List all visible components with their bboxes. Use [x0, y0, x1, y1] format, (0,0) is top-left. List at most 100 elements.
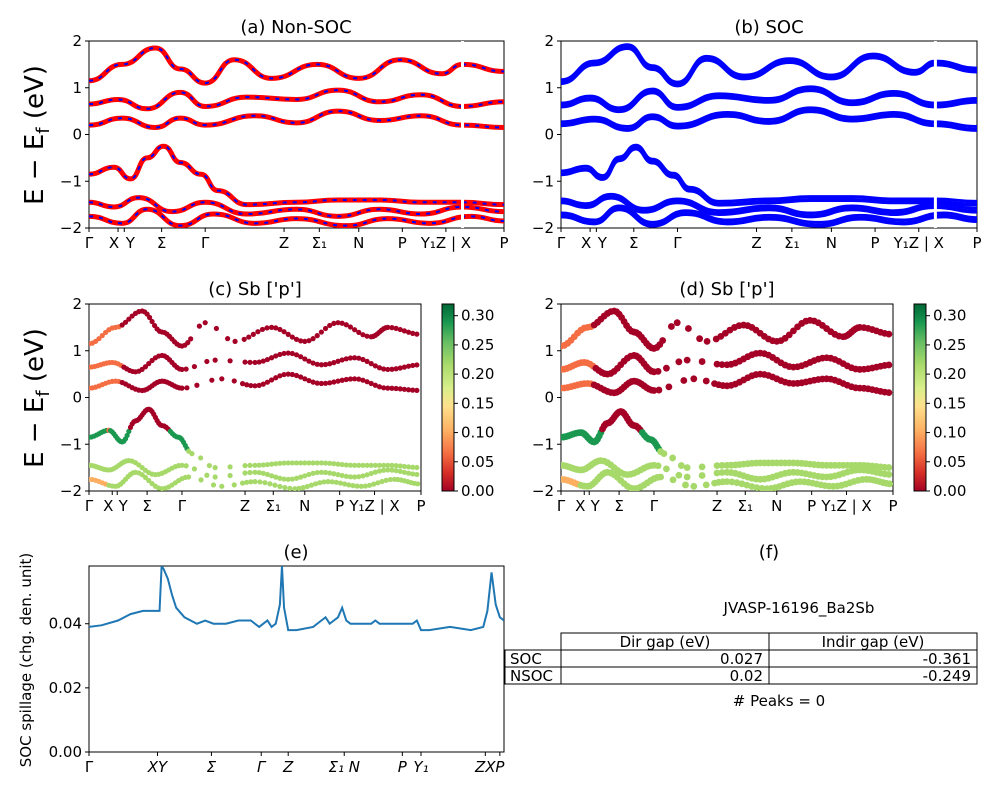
panel-c-point: [126, 316, 132, 322]
panel-d-xtick-label: P: [888, 497, 897, 515]
panel-c-point: [285, 460, 291, 466]
panel-c-xtick-label: Y₁Z | X: [348, 497, 399, 515]
panel-c-point: [362, 483, 368, 489]
panel-c-point: [401, 364, 407, 370]
panel-e-xtick-label: Σ: [207, 758, 217, 776]
panel-c-point: [335, 358, 341, 364]
panel-a-xtick-label: P: [398, 234, 407, 252]
panel-d-point: [885, 464, 893, 471]
panel-c-point: [393, 325, 399, 332]
panel-b-xtick-label: Γ: [557, 234, 566, 252]
panel-d-xtick-label: Y₁Z | X: [820, 497, 871, 515]
panel-c-point: [289, 371, 295, 378]
panel-c-point: [206, 462, 212, 469]
panel-c-point: [267, 481, 273, 487]
panel-c-point: [298, 354, 304, 360]
table-row-soc-indir: -0.361: [923, 650, 971, 668]
panel-c-point: [185, 340, 191, 346]
panel-c-point: [293, 352, 300, 358]
colorbar-c: [441, 303, 455, 492]
panel-d-point: [698, 463, 706, 471]
soc-band-split-1: [561, 85, 977, 110]
panel-c-point: [405, 363, 412, 369]
panel-c-point: [389, 385, 395, 391]
panel-c-point: [329, 479, 335, 485]
panel-c-point: [381, 462, 387, 468]
panel-c-point: [273, 474, 279, 480]
table-row-nsoc-indir: -0.249: [923, 667, 971, 685]
table-header-dir: Dir gap (eV): [620, 633, 711, 651]
colorbar-d: [913, 303, 927, 492]
panel-c-ytick-label: 2: [72, 295, 82, 313]
colorbar-c-tick-label: 0.25: [461, 336, 494, 354]
soc-band-3: [561, 146, 977, 207]
panel-c-point: [298, 460, 304, 466]
panel-d-point: [690, 375, 698, 383]
panel-c-point: [322, 469, 329, 476]
panel-c-point: [331, 379, 337, 385]
table-header-indir: Indir gap (eV): [822, 633, 925, 651]
panel-c-point: [339, 461, 345, 468]
panel-c-point: [331, 471, 337, 477]
panel-d-point: [675, 471, 683, 479]
panel-e-xtick-label: Γ: [257, 758, 267, 776]
panel-c-point: [194, 382, 200, 388]
panel-c-point: [325, 479, 331, 485]
panel-c-point: [227, 472, 233, 479]
panel-c-point: [339, 472, 345, 479]
panel-c-point: [264, 379, 271, 385]
panel-c-point: [289, 350, 295, 357]
nonsoc-band-0: [89, 45, 504, 86]
panel-d-point: [885, 361, 893, 369]
panel-c-point: [260, 462, 266, 468]
panel-d-point: [663, 465, 670, 473]
panel-c-point: [364, 472, 370, 478]
panel-c-point: [296, 485, 302, 491]
panel-c-point: [142, 474, 149, 480]
panel-c-point: [242, 463, 248, 469]
panel-d-point: [683, 473, 691, 481]
table-row-nsoc-label: NSOC: [510, 667, 553, 685]
panel-c-point: [327, 380, 333, 386]
panel-c-point: [285, 331, 291, 337]
panel-c-point: [281, 476, 287, 482]
panel-c-point: [335, 378, 341, 384]
panel-c-point: [184, 385, 190, 391]
panel-c-point: [219, 376, 225, 382]
panel-d-xtick-label: Y: [590, 497, 601, 515]
panel-c-point: [397, 468, 403, 475]
soc-band-4: [561, 195, 977, 219]
panel-c-title: (c) Sb ['p']: [208, 279, 302, 300]
panel-b-xtick-label: Z: [751, 234, 761, 252]
panel-c-point: [191, 363, 198, 370]
panel-c-xtick-label: Σ: [142, 497, 151, 515]
panel-c-point: [335, 472, 341, 478]
panel-c-point: [356, 355, 362, 361]
panel-c-point: [322, 325, 329, 332]
panel-a-xtick-label: Σ₁: [312, 234, 328, 252]
panel-c-point: [383, 477, 389, 483]
panel-c-point: [259, 326, 266, 333]
panel-e-xtick-label: Z: [282, 758, 294, 776]
panel-c-point: [281, 460, 287, 466]
panel-c-point: [204, 472, 210, 478]
panel-d-point: [713, 469, 721, 477]
panel-e-xtick-label: ZX: [474, 758, 496, 776]
panel-c-point: [124, 432, 130, 439]
panel-c-point: [302, 376, 308, 382]
panel-c-point: [414, 471, 420, 478]
panel-d-point: [713, 360, 721, 368]
panel-d-point: [885, 330, 893, 338]
panel-d-point: [723, 478, 731, 486]
panel-c-point: [314, 460, 320, 466]
panel-c-point: [126, 428, 132, 434]
panel-c-point: [298, 338, 304, 344]
panel-c-point: [401, 463, 407, 470]
panel-c-point: [186, 474, 192, 480]
panel-d-point: [728, 478, 736, 486]
soc-band-2: [561, 109, 977, 132]
panel-c-point: [252, 469, 258, 475]
panel-d-point: [663, 364, 670, 372]
panel-c-point: [198, 455, 204, 461]
colorbar-c-tick-label: 0.20: [461, 365, 494, 383]
